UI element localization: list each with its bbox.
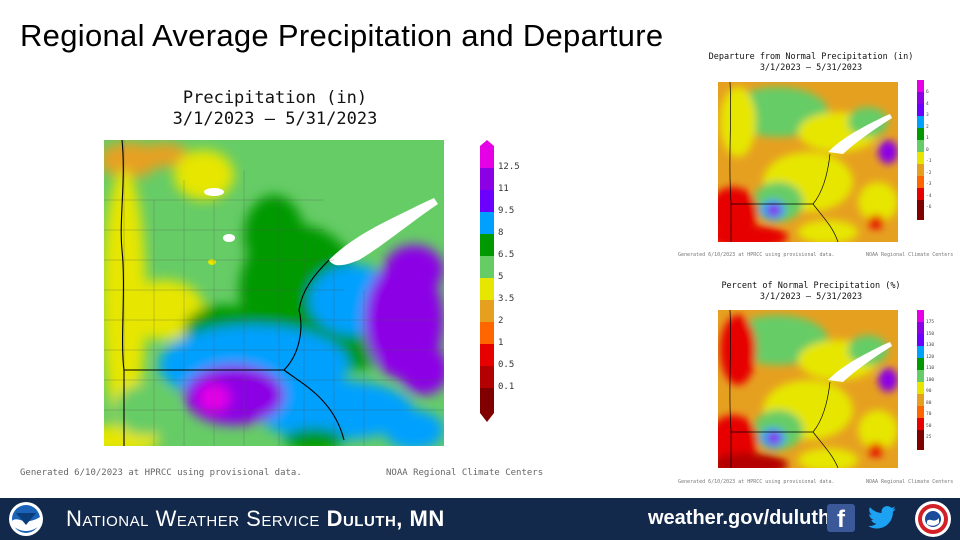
org-name-prefix: National Weather Service — [66, 506, 320, 531]
departure-title-line2: 3/1/2023 – 5/31/2023 — [759, 63, 863, 73]
percent-credit-right: NOAA Regional Climate Centers — [866, 479, 954, 485]
departure-legend-label: 3 — [926, 113, 929, 118]
departure-legend-label: 0 — [926, 147, 929, 153]
departure-map-title: Departure from Normal Precipitation (in)… — [696, 52, 926, 74]
percent-legend-label: 100 — [926, 377, 935, 383]
facebook-icon[interactable]: f — [827, 504, 855, 533]
main-credit-right: NOAA Regional Climate Centers — [386, 468, 544, 478]
departure-legend-label: 6 — [926, 90, 929, 95]
legend-label: 3.5 — [498, 294, 515, 304]
percent-legend-label: 80 — [926, 400, 932, 406]
legend-color-bar — [480, 140, 494, 422]
departure-legend-label: 1 — [926, 136, 929, 141]
percent-legend-label: 110 — [926, 366, 935, 371]
percent-legend-label: 175 — [926, 320, 935, 325]
departure-legend-label: -2 — [926, 170, 932, 176]
departure-legend-bar — [917, 80, 924, 220]
departure-credit-left: Generated 6/10/2023 at HPRCC using provi… — [678, 252, 835, 258]
percent-credit-left: Generated 6/10/2023 at HPRCC using provi… — [678, 479, 835, 485]
org-name: National Weather Service Duluth, MN — [66, 506, 445, 532]
percent-map-title: Percent of Normal Precipitation (%) 3/1/… — [696, 281, 926, 303]
footer-bar: National Weather Service Duluth, MN weat… — [0, 498, 960, 540]
departure-legend-label: -4 — [926, 193, 932, 199]
main-map-title: Precipitation (in) 3/1/2023 – 5/31/2023 — [130, 88, 420, 130]
percent-legend-label: 90 — [926, 389, 932, 394]
percent-title-line2: 3/1/2023 – 5/31/2023 — [759, 292, 863, 302]
percent-map — [718, 310, 898, 468]
percent-legend-label: 50 — [926, 423, 932, 429]
legend-label: 8 — [498, 228, 504, 238]
percent-legend-label: 150 — [926, 331, 935, 337]
legend-label: 6.5 — [498, 250, 515, 260]
departure-map — [718, 82, 898, 242]
departure-legend-label: 4 — [926, 101, 929, 107]
legend-label: 0.1 — [498, 382, 515, 392]
legend-label: 12.5 — [498, 162, 520, 172]
legend-label: 0.5 — [498, 360, 515, 370]
departure-legend-label: -1 — [926, 159, 932, 164]
percent-legend-bar — [917, 310, 924, 450]
main-map-title-line1: Precipitation (in) — [182, 88, 368, 108]
website-link[interactable]: weather.gov/duluth — [648, 507, 831, 529]
percent-title-line1: Percent of Normal Precipitation (%) — [721, 281, 901, 291]
percent-legend-label: 120 — [926, 354, 935, 360]
departure-credit-right: NOAA Regional Climate Centers — [866, 252, 954, 258]
departure-legend-label: -6 — [926, 205, 932, 210]
footer-divider — [0, 494, 960, 498]
nws-logo — [915, 501, 951, 537]
departure-legend-label: 2 — [926, 124, 929, 130]
legend-label: 11 — [498, 184, 509, 194]
percent-legend-label: 130 — [926, 343, 935, 348]
legend-label: 9.5 — [498, 206, 515, 216]
legend-label: 2 — [498, 316, 504, 326]
percent-legend-label: 70 — [926, 412, 932, 417]
slide-title: Regional Average Precipitation and Depar… — [20, 18, 664, 53]
departure-legend-label: -3 — [926, 182, 932, 187]
percent-legend-label: 25 — [926, 435, 932, 440]
org-name-office: Duluth, MN — [326, 506, 445, 531]
main-map-title-line2: 3/1/2023 – 5/31/2023 — [172, 109, 378, 129]
legend-label: 1 — [498, 338, 504, 348]
precipitation-map — [104, 140, 444, 446]
main-credit-left: Generated 6/10/2023 at HPRCC using provi… — [20, 468, 302, 478]
precipitation-legend: 12.5 11 9.5 8 6.5 5 3.5 2 1 0.5 0.1 — [480, 140, 540, 425]
legend-label: 5 — [498, 272, 504, 282]
departure-title-line1: Departure from Normal Precipitation (in) — [708, 52, 914, 62]
noaa-logo — [9, 502, 43, 536]
twitter-icon[interactable] — [866, 503, 898, 533]
